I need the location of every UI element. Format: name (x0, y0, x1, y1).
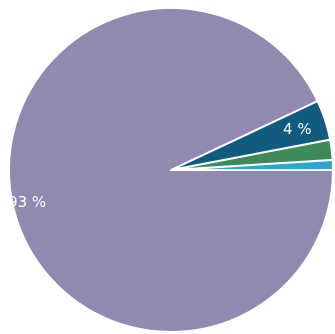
pie-slice (8, 7, 334, 333)
pie-slices (8, 7, 334, 333)
pie-labels: 4 % 93 % (8, 120, 312, 211)
slice-data-label: 93 % (8, 193, 46, 211)
slice-data-label: 4 % (283, 120, 312, 138)
